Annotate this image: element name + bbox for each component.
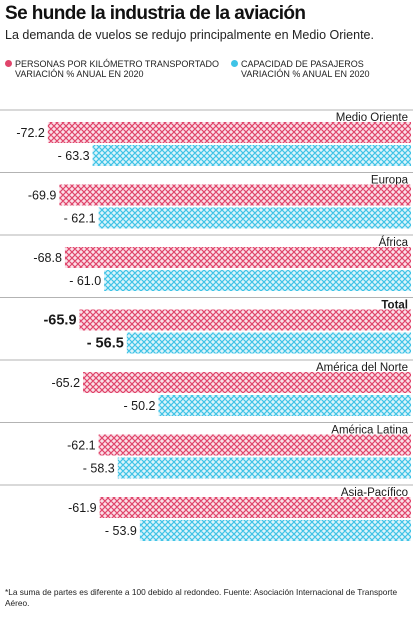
- bar: [64, 247, 411, 268]
- data-label: -72.2: [16, 126, 45, 140]
- legend-swatch-cyan: [231, 60, 238, 67]
- footnote: *La suma de partes es diferente a 100 de…: [5, 587, 398, 608]
- bar: [79, 309, 411, 331]
- data-label: - 62.1: [64, 212, 96, 226]
- data-label: -69.9: [28, 189, 57, 203]
- data-label: - 61.0: [69, 274, 101, 288]
- legend-label-line1: PERSONAS POR KILÓMETRO TRANSPORTADO: [15, 59, 220, 69]
- legend-label-line2: VARIACIÓN % ANUAL EN 2020: [15, 69, 144, 79]
- data-label: - 56.5: [87, 336, 124, 352]
- bar: [98, 434, 412, 456]
- data-label: - 58.3: [83, 462, 115, 476]
- data-label: - 53.9: [105, 524, 137, 538]
- chart-title: Se hunde la industria de la aviación: [5, 3, 306, 24]
- data-label: -65.9: [43, 313, 76, 329]
- data-label: -61.9: [68, 501, 97, 515]
- category-label: Europa: [371, 175, 409, 187]
- bar: [59, 184, 411, 206]
- bar: [104, 270, 412, 291]
- bar: [83, 372, 411, 393]
- category-label: América Latina: [331, 425, 408, 437]
- bar: [99, 497, 411, 518]
- legend-label-line1: CAPACIDAD DE PASAJEROS: [241, 59, 364, 69]
- data-label: -68.8: [33, 251, 62, 265]
- category-label: América del Norte: [316, 362, 408, 374]
- bar: [92, 145, 411, 166]
- data-label: -65.2: [52, 376, 81, 390]
- data-label: - 63.3: [58, 149, 90, 163]
- legend-swatch-pink: [5, 60, 12, 67]
- legend-label-line2: VARIACIÓN % ANUAL EN 2020: [241, 69, 370, 79]
- chart-subtitle: La demanda de vuelos se redujo principal…: [5, 28, 374, 42]
- data-label: -62.1: [67, 439, 96, 453]
- bar: [117, 457, 411, 479]
- category-label: Medio Oriente: [336, 112, 408, 124]
- data-label: - 50.2: [124, 399, 156, 413]
- category-label: África: [379, 236, 409, 249]
- bar: [98, 207, 412, 229]
- bar: [47, 122, 412, 143]
- bar: [139, 520, 411, 541]
- bar: [158, 395, 411, 416]
- category-label: Asia-Pacífico: [341, 487, 408, 499]
- category-label: Total: [381, 300, 408, 312]
- bar: [126, 332, 412, 354]
